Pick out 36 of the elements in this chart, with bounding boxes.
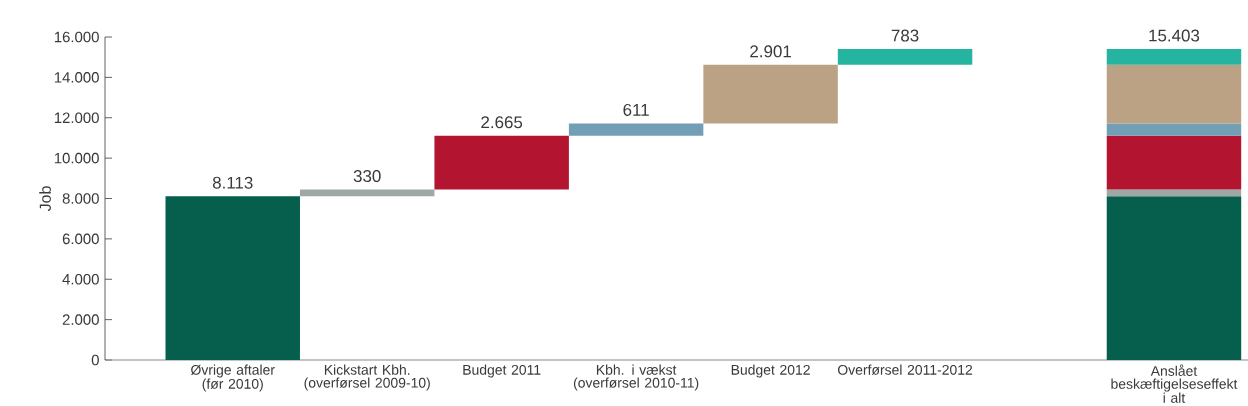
data-label: 2.665 xyxy=(481,116,523,129)
x-tick-label: Kickstart Kbh. (overførsel 2009-10) xyxy=(304,364,430,391)
bar xyxy=(434,135,569,190)
x-tick-label: Øvrige aftaler (før 2010) xyxy=(190,364,275,392)
data-label: 611 xyxy=(623,103,649,116)
bar xyxy=(568,123,704,136)
y-tick-label: 4.000 xyxy=(62,273,99,285)
bar xyxy=(1106,189,1242,197)
y-tick-label: 2.000 xyxy=(62,314,99,325)
y-axis-title: Job xyxy=(39,186,51,212)
bar xyxy=(1106,64,1242,124)
y-tick-label: 14.000 xyxy=(54,72,99,83)
bar xyxy=(1106,123,1242,136)
bar xyxy=(837,49,973,65)
bar xyxy=(165,196,300,360)
bar xyxy=(1106,135,1242,190)
y-tick-label: 0 xyxy=(91,354,99,366)
y-tick-label: 16.000 xyxy=(54,31,99,43)
y-tick-label: 10.000 xyxy=(54,152,99,164)
bar xyxy=(299,189,435,197)
data-label: 783 xyxy=(891,29,919,42)
data-label: 2.901 xyxy=(750,45,791,58)
data-label: 8.113 xyxy=(212,176,253,189)
y-tick-label: 12.000 xyxy=(54,112,99,124)
bar xyxy=(1106,196,1242,360)
data-label: 330 xyxy=(353,170,381,183)
x-tick-label: Kbh. i vækst (overførsel 2010-11) xyxy=(573,364,699,391)
x-tick-label: Budget 2012 xyxy=(731,364,810,378)
bar xyxy=(703,64,838,124)
y-tick-label: 8.000 xyxy=(62,193,99,204)
total-label: 15.403 xyxy=(1149,29,1200,42)
x-tick-label: Budget 2011 xyxy=(463,364,541,378)
x-tick-label: Overførsel 2011-2012 xyxy=(838,364,973,375)
y-tick-label: 6.000 xyxy=(62,233,99,245)
x-tick-label: Anslået beskæftigelseseffekt i alt xyxy=(1111,364,1238,403)
bar xyxy=(1106,49,1242,65)
